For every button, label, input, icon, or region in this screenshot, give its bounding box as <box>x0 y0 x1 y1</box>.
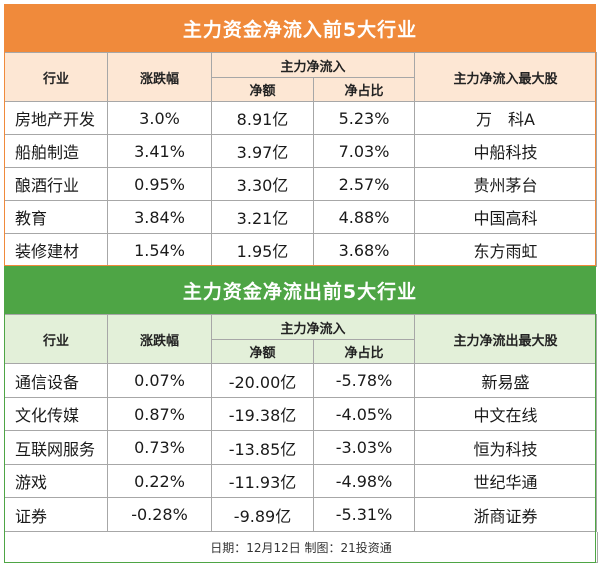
outflow-header-change: 涨跌幅 <box>107 314 212 364</box>
net-ratio-value: -5.78% <box>312 363 416 398</box>
change-value: 0.07% <box>107 363 212 398</box>
net-ratio-value: -4.98% <box>312 464 416 498</box>
inflow-row: 装修建材 1.54% 1.95亿 3.68% 东方雨虹 <box>4 233 598 267</box>
industry-name: 通信设备 <box>4 363 108 398</box>
outflow-header-net-amount: 净额 <box>211 339 314 364</box>
top-stock-name: 新易盛 <box>414 363 598 398</box>
inflow-header-top-stock: 主力净流入最大股 <box>414 52 598 102</box>
inflow-header-change: 涨跌幅 <box>107 52 212 102</box>
inflow-header-net-ratio: 净占比 <box>312 77 416 102</box>
inflow-header-net-amount: 净额 <box>211 77 314 102</box>
inflow-section-title: 主力资金净流入前5大行业 <box>4 4 596 52</box>
top-stock-name: 恒为科技 <box>414 430 598 465</box>
net-ratio-value: 3.68% <box>312 233 416 267</box>
industry-name: 教育 <box>4 200 108 234</box>
net-ratio-value: 2.57% <box>312 167 416 201</box>
net-amount-value: 8.91亿 <box>211 101 314 135</box>
net-amount-value: 1.95亿 <box>211 233 314 267</box>
outflow-section-title: 主力资金净流出前5大行业 <box>4 266 596 314</box>
industry-name: 房地产开发 <box>4 101 108 135</box>
inflow-row: 酿酒行业 0.95% 3.30亿 2.57% 贵州茅台 <box>4 167 598 201</box>
change-value: 3.41% <box>107 134 212 168</box>
footer-credit: 日期：12月12日 制图：21投资通 <box>4 532 598 563</box>
net-amount-value: -11.93亿 <box>211 464 314 498</box>
change-value: 0.73% <box>107 430 212 465</box>
industry-name: 装修建材 <box>4 233 108 267</box>
outflow-row: 通信设备 0.07% -20.00亿 -5.78% 新易盛 <box>4 363 598 398</box>
net-ratio-value: 7.03% <box>312 134 416 168</box>
net-ratio-value: 5.23% <box>312 101 416 135</box>
inflow-row: 船舶制造 3.41% 3.97亿 7.03% 中船科技 <box>4 134 598 168</box>
industry-name: 酿酒行业 <box>4 167 108 201</box>
top-stock-name: 贵州茅台 <box>414 167 598 201</box>
outflow-row: 文化传媒 0.87% -19.38亿 -4.05% 中文在线 <box>4 397 598 431</box>
outflow-header-industry: 行业 <box>4 314 108 364</box>
net-ratio-value: -3.03% <box>312 430 416 465</box>
change-value: 0.87% <box>107 397 212 431</box>
net-ratio-value: 4.88% <box>312 200 416 234</box>
net-amount-value: -9.89亿 <box>211 497 314 532</box>
top-stock-name: 东方雨虹 <box>414 233 598 267</box>
net-ratio-value: -5.31% <box>312 497 416 532</box>
top-stock-name: 中国高科 <box>414 200 598 234</box>
change-value: -0.28% <box>107 497 212 532</box>
net-amount-value: 3.21亿 <box>211 200 314 234</box>
outflow-header-net-ratio: 净占比 <box>312 339 416 364</box>
industry-name: 游戏 <box>4 464 108 498</box>
net-amount-value: 3.30亿 <box>211 167 314 201</box>
net-amount-value: 3.97亿 <box>211 134 314 168</box>
outflow-table: 行业 涨跌幅 主力净流入 主力净流出最大股 净额 净占比 通信设备 0.07% … <box>4 314 598 532</box>
change-value: 3.84% <box>107 200 212 234</box>
net-amount-value: -19.38亿 <box>211 397 314 431</box>
outflow-row: 证券 -0.28% -9.89亿 -5.31% 浙商证券 <box>4 497 598 532</box>
top-stock-name: 浙商证券 <box>414 497 598 532</box>
inflow-table: 行业 涨跌幅 主力净流入 主力净流入最大股 净额 净占比 房地产开发 3.0% … <box>4 52 598 267</box>
change-value: 0.95% <box>107 167 212 201</box>
industry-name: 证券 <box>4 497 108 532</box>
change-value: 0.22% <box>107 464 212 498</box>
top-stock-name: 万 科A <box>414 101 598 135</box>
change-value: 3.0% <box>107 101 212 135</box>
inflow-row: 房地产开发 3.0% 8.91亿 5.23% 万 科A <box>4 101 598 135</box>
outflow-header-main-flow: 主力净流入 <box>210 314 416 340</box>
inflow-header-industry: 行业 <box>4 52 108 102</box>
top-stock-name: 中船科技 <box>414 134 598 168</box>
industry-name: 互联网服务 <box>4 430 108 465</box>
net-amount-value: -20.00亿 <box>211 363 314 398</box>
top-stock-name: 世纪华通 <box>414 464 598 498</box>
net-ratio-value: -4.05% <box>312 397 416 431</box>
net-amount-value: -13.85亿 <box>211 430 314 465</box>
outflow-row: 游戏 0.22% -11.93亿 -4.98% 世纪华通 <box>4 464 598 498</box>
outflow-header-top-stock: 主力净流出最大股 <box>414 314 598 364</box>
industry-name: 文化传媒 <box>4 397 108 431</box>
outflow-row: 互联网服务 0.73% -13.85亿 -3.03% 恒为科技 <box>4 430 598 465</box>
industry-name: 船舶制造 <box>4 134 108 168</box>
change-value: 1.54% <box>107 233 212 267</box>
inflow-row: 教育 3.84% 3.21亿 4.88% 中国高科 <box>4 200 598 234</box>
inflow-header-main-flow: 主力净流入 <box>210 52 416 78</box>
top-stock-name: 中文在线 <box>414 397 598 431</box>
